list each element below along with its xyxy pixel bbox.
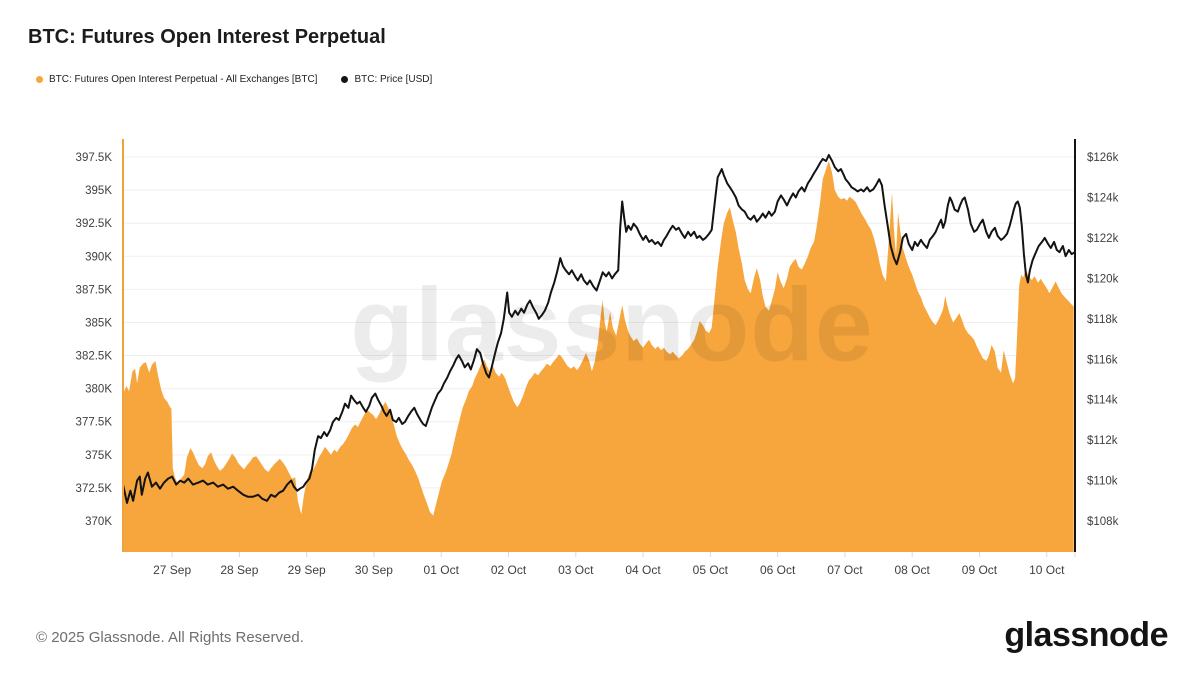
right-axis-tick-label: $110k (1087, 476, 1118, 488)
left-axis-tick-label: 370K (85, 516, 112, 528)
right-axis-tick-label: $120k (1087, 273, 1119, 285)
left-axis-tick-label: 390K (85, 251, 112, 263)
right-axis-tick-label: $108k (1087, 516, 1119, 528)
legend-label-open-interest: BTC: Futures Open Interest Perpetual - A… (49, 74, 318, 85)
x-axis-tick-label: 08 Oct (895, 563, 931, 577)
left-axis-tick-label: 372.5K (76, 483, 113, 495)
right-axis-tick-label: $114k (1087, 395, 1118, 407)
left-axis-tick-label: 397.5K (76, 152, 113, 164)
x-axis-tick-label: 30 Sep (355, 563, 393, 577)
x-axis-tick-label: 10 Oct (1029, 563, 1065, 577)
left-axis-tick-label: 380K (85, 384, 112, 396)
right-axis-tick-label: $126k (1087, 152, 1119, 164)
copyright-text: © 2025 Glassnode. All Rights Reserved. (36, 629, 304, 646)
right-axis-tick-label: $116k (1087, 354, 1118, 366)
right-axis-tick-label: $122k (1087, 233, 1119, 245)
left-axis-tick-label: 385K (85, 317, 112, 329)
legend-swatch-price-icon (341, 76, 349, 83)
legend-item-price[interactable]: BTC: Price [USD] (341, 74, 432, 85)
legend-item-open-interest[interactable]: BTC: Futures Open Interest Perpetual - A… (36, 74, 317, 85)
left-axis-tick-label: 387.5K (76, 284, 113, 296)
open-interest-area (123, 161, 1074, 552)
legend-swatch-open-interest-icon (36, 76, 43, 83)
price-line (122, 154, 1076, 504)
glassnode-logo[interactable]: glassnode (1004, 616, 1168, 654)
x-axis-tick-label: 27 Sep (153, 563, 191, 577)
left-axis-tick-label: 375K (85, 450, 112, 462)
x-axis-tick-label: 02 Oct (491, 563, 527, 577)
left-axis-tick-label: 395K (85, 185, 112, 197)
right-axis-tick-label: $112k (1087, 435, 1118, 447)
x-axis-tick-label: 28 Sep (220, 563, 258, 577)
right-axis-tick-label: $118k (1087, 314, 1118, 326)
legend-label-price: BTC: Price [USD] (354, 74, 433, 85)
x-axis-tick-label: 29 Sep (288, 563, 326, 577)
x-axis-tick-label: 07 Oct (827, 563, 863, 577)
right-axis-tick-label: $124k (1087, 192, 1119, 204)
x-axis-tick-label: 01 Oct (424, 563, 460, 577)
x-axis-tick-label: 05 Oct (693, 563, 729, 577)
page-title: BTC: Futures Open Interest Perpetual (28, 26, 386, 48)
x-axis-tick-label: 04 Oct (625, 563, 661, 577)
left-axis-tick-label: 377.5K (76, 417, 113, 429)
left-axis-tick-label: 382.5K (76, 351, 113, 363)
left-axis-tick-label: 392.5K (76, 218, 113, 230)
x-axis-tick-label: 03 Oct (558, 563, 594, 577)
legend: BTC: Futures Open Interest Perpetual - A… (36, 74, 456, 85)
x-axis-tick-label: 09 Oct (962, 563, 998, 577)
x-axis-tick-label: 06 Oct (760, 563, 796, 577)
